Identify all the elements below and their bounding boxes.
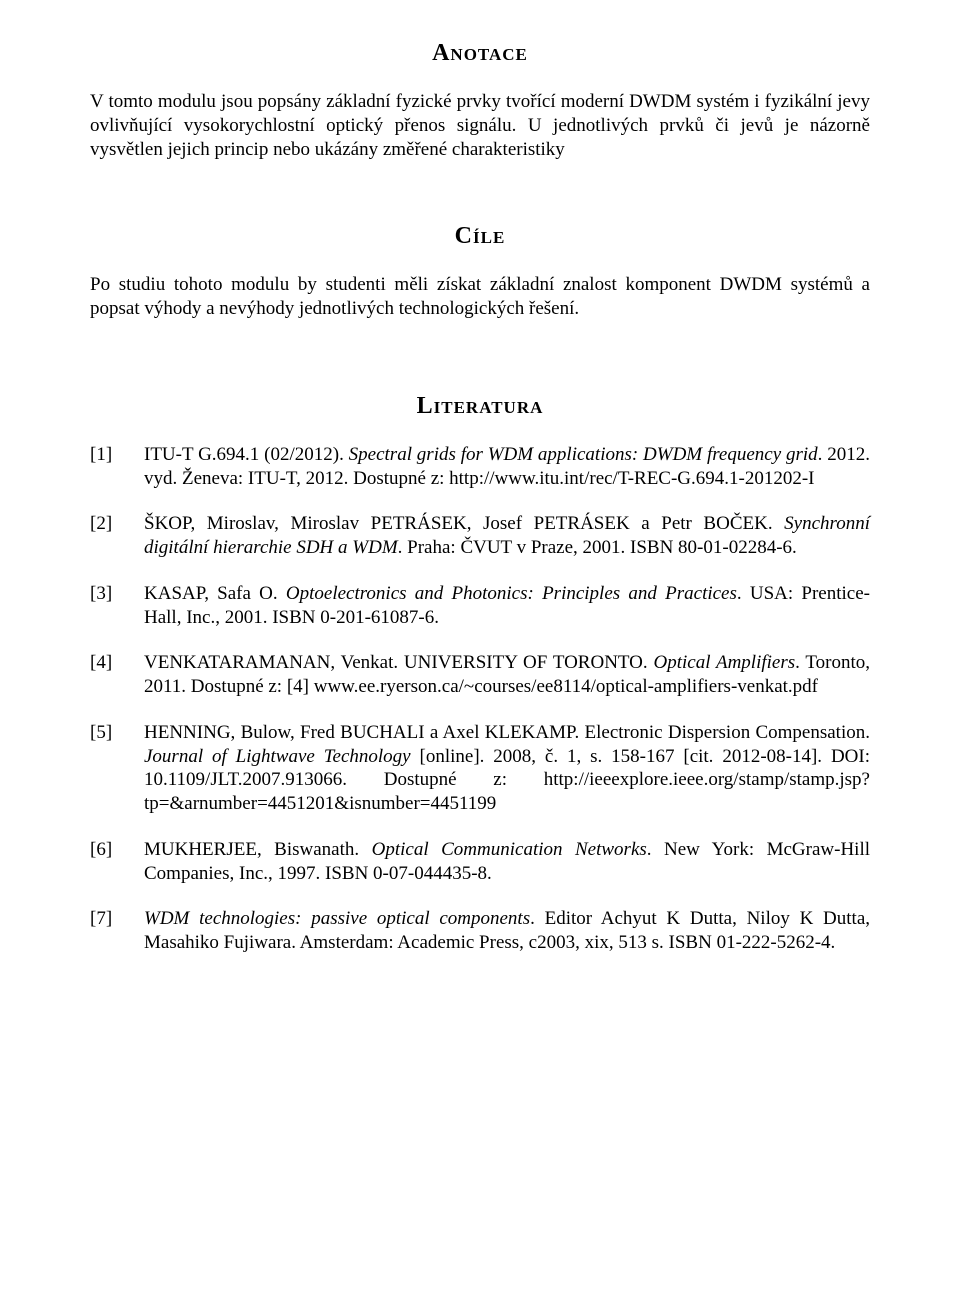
- reference-italic: Spectral grids for WDM applications: DWD…: [349, 444, 818, 465]
- reference-item: [4] VENKATARAMANAN, Venkat. UNIVERSITY O…: [90, 651, 870, 699]
- reference-pre: HENNING, Bulow, Fred BUCHALI a Axel KLEK…: [144, 722, 870, 743]
- reference-number: [6]: [90, 838, 144, 862]
- reference-body: ŠKOP, Miroslav, Miroslav PETRÁSEK, Josef…: [144, 512, 870, 560]
- reference-pre: MUKHERJEE, Biswanath.: [144, 839, 372, 860]
- reference-body: WDM technologies: passive optical compon…: [144, 907, 870, 955]
- reference-number: [4]: [90, 651, 144, 675]
- reference-item: [6] MUKHERJEE, Biswanath. Optical Commun…: [90, 838, 870, 886]
- reference-italic: Optical Communication Networks: [372, 839, 647, 860]
- reference-pre: VENKATARAMANAN, Venkat. UNIVERSITY OF TO…: [144, 652, 653, 673]
- reference-italic: Optical Amplifiers: [653, 652, 795, 673]
- reference-italic: Journal of Lightwave Technology: [144, 746, 411, 767]
- reference-item: [5] HENNING, Bulow, Fred BUCHALI a Axel …: [90, 721, 870, 816]
- reference-item: [3] KASAP, Safa O. Optoelectronics and P…: [90, 582, 870, 630]
- reference-pre: KASAP, Safa O.: [144, 583, 286, 604]
- reference-number: [7]: [90, 907, 144, 931]
- anotace-paragraph: V tomto modulu jsou popsány základní fyz…: [90, 90, 870, 161]
- reference-italic: Optoelectronics and Photonics: Principle…: [286, 583, 737, 604]
- reference-body: ITU-T G.694.1 (02/2012). Spectral grids …: [144, 443, 870, 491]
- section-heading-literatura: Literatura: [90, 391, 870, 421]
- reference-pre: ŠKOP, Miroslav, Miroslav PETRÁSEK, Josef…: [144, 513, 784, 534]
- reference-body: MUKHERJEE, Biswanath. Optical Communicat…: [144, 838, 870, 886]
- reference-body: KASAP, Safa O. Optoelectronics and Photo…: [144, 582, 870, 630]
- reference-post: . Praha: ČVUT v Praze, 2001. ISBN 80-01-…: [398, 537, 797, 558]
- section-heading-cile: Cíle: [90, 221, 870, 251]
- reference-body: HENNING, Bulow, Fred BUCHALI a Axel KLEK…: [144, 721, 870, 816]
- reference-number: [1]: [90, 443, 144, 467]
- reference-item: [1] ITU-T G.694.1 (02/2012). Spectral gr…: [90, 443, 870, 491]
- references-list: [1] ITU-T G.694.1 (02/2012). Spectral gr…: [90, 443, 870, 955]
- section-heading-anotace: Anotace: [90, 38, 870, 68]
- reference-item: [2] ŠKOP, Miroslav, Miroslav PETRÁSEK, J…: [90, 512, 870, 560]
- reference-number: [5]: [90, 721, 144, 745]
- reference-number: [3]: [90, 582, 144, 606]
- reference-pre: ITU-T G.694.1 (02/2012).: [144, 444, 349, 465]
- reference-italic: WDM technologies: passive optical compon…: [144, 908, 530, 929]
- reference-item: [7] WDM technologies: passive optical co…: [90, 907, 870, 955]
- cile-paragraph: Po studiu tohoto modulu by studenti měli…: [90, 273, 870, 321]
- reference-number: [2]: [90, 512, 144, 536]
- reference-body: VENKATARAMANAN, Venkat. UNIVERSITY OF TO…: [144, 651, 870, 699]
